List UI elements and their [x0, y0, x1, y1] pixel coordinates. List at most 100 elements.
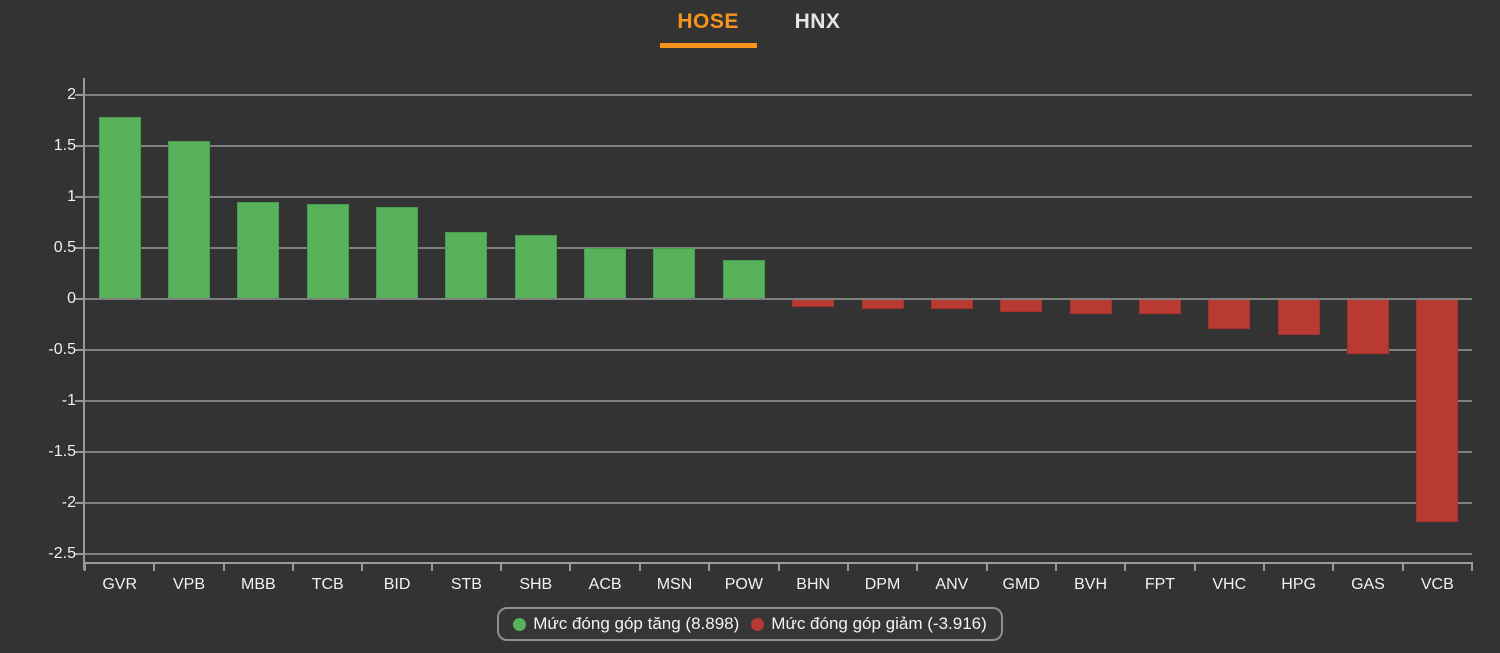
- bar-BHN[interactable]: [792, 299, 835, 308]
- x-axis-tick: [1124, 563, 1127, 571]
- x-axis-tick: [222, 563, 225, 571]
- bar-ANV[interactable]: [930, 299, 973, 310]
- y-axis-label-1: 1: [67, 188, 76, 205]
- bar-MSN[interactable]: [653, 248, 696, 299]
- x-label-DPM: DPM: [864, 576, 901, 593]
- x-label-FPT: FPT: [1144, 576, 1176, 593]
- y-axis-tick: [75, 451, 85, 453]
- x-axis-tick: [361, 563, 364, 571]
- gridline--2: [85, 502, 1472, 504]
- gridline--1: [85, 400, 1472, 402]
- y-axis-label-0.5: 0.5: [53, 239, 76, 256]
- x-axis-tick: [1332, 563, 1335, 571]
- bar-GVR[interactable]: [98, 117, 141, 299]
- y-axis-label-1.5: 1.5: [53, 137, 76, 154]
- bar-VPB[interactable]: [168, 140, 211, 299]
- x-label-BVH: BVH: [1074, 576, 1108, 593]
- legend-item-increase[interactable]: Mức đóng góp tăng (8.898): [513, 614, 739, 634]
- bar-GMD[interactable]: [1000, 299, 1043, 313]
- x-axis-tick: [292, 563, 295, 571]
- bar-TCB[interactable]: [306, 204, 349, 299]
- bar-DPM[interactable]: [861, 299, 904, 310]
- y-axis-label-0: 0: [67, 290, 76, 307]
- bar-HPG[interactable]: [1277, 299, 1320, 335]
- bar-BVH[interactable]: [1069, 299, 1112, 315]
- zero-line: [85, 298, 1472, 300]
- legend-label-decrease: Mức đóng góp giảm (-3.916): [771, 614, 987, 633]
- x-label-GMD: GMD: [1002, 576, 1040, 593]
- bar-POW[interactable]: [722, 260, 765, 299]
- gridline--0.5: [85, 349, 1472, 351]
- y-axis-tick: [75, 94, 85, 96]
- x-label-VHC: VHC: [1212, 576, 1247, 593]
- tab-bar: HOSE HNX: [0, 10, 1500, 48]
- x-label-VCB: VCB: [1420, 576, 1454, 593]
- x-axis-tick: [430, 563, 433, 571]
- y-axis-tick: [75, 247, 85, 249]
- x-axis-tick: [153, 563, 156, 571]
- gridline-0.5: [85, 247, 1472, 249]
- y-axis-label--2.5: -2.5: [48, 545, 76, 562]
- bar-GAS[interactable]: [1346, 299, 1389, 355]
- bar-ACB[interactable]: [584, 248, 627, 299]
- x-label-GAS: GAS: [1351, 576, 1385, 593]
- y-axis-line: [83, 78, 85, 570]
- x-label-MBB: MBB: [241, 576, 276, 593]
- y-axis-tick: [75, 196, 85, 198]
- bar-FPT[interactable]: [1138, 299, 1181, 315]
- gridline-2: [85, 94, 1472, 96]
- y-axis-label--2: -2: [61, 494, 76, 511]
- bar-MBB[interactable]: [237, 202, 280, 299]
- legend-wrap: Mức đóng góp tăng (8.898) Mức đóng góp g…: [0, 607, 1500, 641]
- legend-dot-increase-icon: [513, 617, 527, 631]
- x-axis-tick: [708, 563, 711, 571]
- y-axis-label--1.5: -1.5: [48, 443, 76, 460]
- x-axis-tick: [1401, 563, 1404, 571]
- gridline-1.5: [85, 145, 1472, 147]
- x-label-BHN: BHN: [796, 576, 831, 593]
- bar-VCB[interactable]: [1416, 299, 1459, 523]
- x-label-STB: STB: [450, 576, 482, 593]
- x-axis-tick: [569, 563, 572, 571]
- gridline-1: [85, 196, 1472, 198]
- tab-hnx[interactable]: HNX: [794, 10, 841, 33]
- x-label-ANV: ANV: [935, 576, 969, 593]
- y-axis-label-2: 2: [67, 86, 76, 103]
- chart-legend: Mức đóng góp tăng (8.898) Mức đóng góp g…: [497, 607, 1003, 641]
- x-label-GVR: GVR: [102, 576, 137, 593]
- y-axis-tick: [75, 502, 85, 504]
- x-label-MSN: MSN: [656, 576, 693, 593]
- x-axis-tick: [1054, 563, 1057, 571]
- x-label-TCB: TCB: [311, 576, 344, 593]
- x-axis-tick: [1471, 563, 1473, 571]
- x-label-ACB: ACB: [588, 576, 622, 593]
- x-label-SHB: SHB: [519, 576, 553, 593]
- bar-BID[interactable]: [376, 207, 419, 299]
- y-axis-label--0.5: -0.5: [48, 341, 76, 358]
- bar-STB[interactable]: [445, 231, 488, 299]
- gridline--1.5: [85, 451, 1472, 453]
- gridline--2.5: [85, 553, 1472, 555]
- x-label-POW: POW: [724, 576, 763, 593]
- x-label-HPG: HPG: [1281, 576, 1316, 593]
- x-axis-tick: [84, 563, 86, 571]
- y-axis-tick: [75, 298, 85, 300]
- y-axis-tick: [75, 145, 85, 147]
- tab-hose[interactable]: HOSE: [659, 10, 757, 48]
- bar-VHC[interactable]: [1208, 299, 1251, 329]
- x-axis-tick: [1193, 563, 1196, 571]
- legend-item-decrease[interactable]: Mức đóng góp giảm (-3.916): [751, 614, 987, 634]
- y-axis-label--1: -1: [61, 392, 76, 409]
- y-axis-tick: [75, 400, 85, 402]
- x-axis-tick: [846, 563, 849, 571]
- y-axis-tick: [75, 553, 85, 555]
- bar-SHB[interactable]: [514, 234, 557, 299]
- x-label-BID: BID: [383, 576, 411, 593]
- legend-label-increase: Mức đóng góp tăng (8.898): [533, 614, 740, 633]
- x-axis-tick: [985, 563, 988, 571]
- legend-dot-decrease-icon: [751, 617, 765, 631]
- y-axis-tick: [75, 349, 85, 351]
- x-axis-tick: [638, 563, 641, 571]
